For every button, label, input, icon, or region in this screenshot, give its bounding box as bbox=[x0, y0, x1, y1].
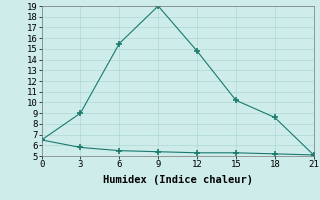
X-axis label: Humidex (Indice chaleur): Humidex (Indice chaleur) bbox=[103, 175, 252, 185]
